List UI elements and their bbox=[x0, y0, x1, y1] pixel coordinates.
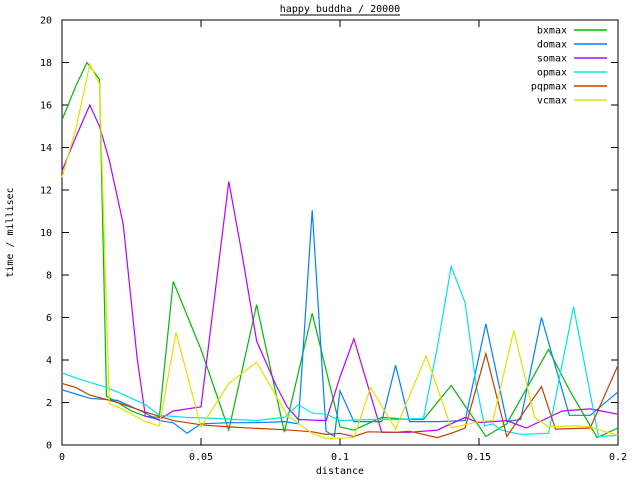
x-tick-label: 0.2 bbox=[609, 452, 627, 463]
legend-label-pqpmax: pqpmax bbox=[531, 82, 567, 93]
y-tick-label: 20 bbox=[40, 16, 52, 27]
y-tick-label: 12 bbox=[40, 186, 52, 197]
x-tick-label: 0.1 bbox=[331, 452, 349, 463]
x-tick-label: 0.05 bbox=[189, 452, 213, 463]
y-tick-label: 8 bbox=[46, 271, 52, 282]
series-line-somax bbox=[61, 103, 619, 433]
y-tick-label: 16 bbox=[40, 101, 52, 112]
y-tick-label: 4 bbox=[46, 356, 52, 367]
series-line-domax bbox=[61, 210, 619, 438]
x-tick-label: 0 bbox=[59, 452, 65, 463]
series-line-vcmax bbox=[61, 62, 619, 440]
y-axis-label: time / millisec bbox=[5, 187, 16, 277]
x-axis-label: distance bbox=[316, 466, 364, 477]
legend-label-domax: domax bbox=[537, 40, 567, 51]
legend-label-opmax: opmax bbox=[537, 68, 567, 79]
chart-title: happy buddha / 20000 bbox=[280, 4, 400, 15]
legend-label-somax: somax bbox=[537, 54, 567, 65]
y-tick-label: 10 bbox=[40, 228, 52, 239]
series-line-opmax bbox=[61, 264, 619, 438]
y-tick-label: 14 bbox=[40, 143, 52, 154]
x-tick-label: 0.15 bbox=[467, 452, 491, 463]
series-line-bxmax bbox=[61, 61, 619, 439]
legend-label-bxmax: bxmax bbox=[537, 26, 567, 37]
y-tick-label: 0 bbox=[46, 441, 52, 452]
y-tick-label: 6 bbox=[46, 313, 52, 324]
y-tick-label: 18 bbox=[40, 58, 52, 69]
legend-label-vcmax: vcmax bbox=[537, 96, 567, 107]
y-tick-label: 2 bbox=[46, 398, 52, 409]
